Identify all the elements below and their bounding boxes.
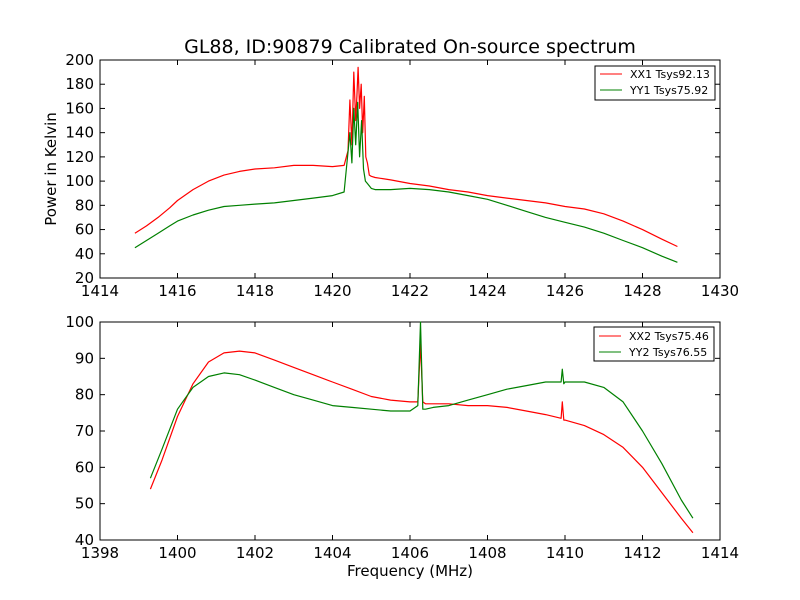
bottom-y-tick-label: 90 — [75, 349, 94, 367]
bottom-y-tick-label: 100 — [65, 313, 94, 331]
top-y-tick-label: 40 — [75, 245, 94, 263]
top-y-tick-label: 60 — [75, 221, 94, 239]
bottom-x-tick-label: 1410 — [546, 544, 584, 562]
bottom-y-tick-label: 50 — [75, 495, 94, 513]
top-x-tick-label: 1420 — [313, 282, 351, 300]
bottom-x-axis-label: Frequency (MHz) — [347, 562, 473, 580]
bottom-x-tick-label: 1408 — [468, 544, 506, 562]
top-y-tick-label: 80 — [75, 196, 94, 214]
top-y-ticks: 20 40 60 80 100 120 140 160 180 200 — [65, 51, 720, 287]
top-x-tick-label: 1426 — [546, 282, 584, 300]
bottom-series-line-xx — [149, 343, 694, 534]
top-x-tick-label: 1430 — [701, 282, 739, 300]
legend-label-yy1: YY1 Tsys75.92 — [629, 84, 708, 97]
top-series-lines — [134, 66, 678, 263]
bottom-legend-box — [593, 326, 715, 362]
top-y-tick-label: 160 — [65, 99, 94, 117]
legend-label-xx2: XX2 Tsys75.46 — [629, 330, 709, 343]
bottom-y-tick-label: 40 — [75, 531, 94, 549]
top-x-ticks: 1414 1416 1418 1420 1422 1424 1426 1428 1430 — [81, 60, 739, 300]
top-series-line-xx — [134, 66, 678, 248]
bottom-x-tick-label: 1404 — [313, 544, 351, 562]
top-y-tick-label: 100 — [65, 172, 94, 190]
top-x-tick-label: 1414 — [81, 282, 119, 300]
top-x-tick-label: 1422 — [391, 282, 429, 300]
bottom-x-tick-label: 1414 — [701, 544, 739, 562]
bottom-y-tick-label: 70 — [75, 422, 94, 440]
top-legend: XX1 Tsys92.13 YY1 Tsys75.92 — [594, 65, 716, 101]
chart-title: GL88, ID:90879 Calibrated On-source spec… — [184, 36, 636, 58]
bottom-x-tick-label: 1406 — [391, 544, 429, 562]
bottom-x-tick-label: 1412 — [623, 544, 661, 562]
top-y-tick-label: 20 — [75, 269, 94, 287]
bottom-y-ticks: 40 50 60 70 80 90 100 — [65, 313, 720, 549]
bottom-series-line-yy — [149, 321, 694, 519]
top-series-line-yy — [134, 101, 678, 263]
top-y-axis-label: Power in Kelvin — [42, 112, 60, 226]
bottom-x-tick-label: 1400 — [158, 544, 196, 562]
top-x-tick-label: 1424 — [468, 282, 506, 300]
bottom-x-tick-label: 1402 — [236, 544, 274, 562]
top-x-tick-label: 1428 — [623, 282, 661, 300]
bottom-y-tick-label: 60 — [75, 458, 94, 476]
top-x-tick-label: 1416 — [158, 282, 196, 300]
top-y-tick-label: 180 — [65, 75, 94, 93]
bottom-series-lines — [149, 321, 694, 534]
bottom-spectrum-plot: 1398 1400 1402 1404 1406 1408 1410 1412 1414 40 5… — [65, 313, 739, 580]
top-legend-box — [594, 65, 716, 101]
top-y-tick-label: 120 — [65, 148, 94, 166]
top-spectrum-plot: 1414 1416 1418 1420 1422 1424 1426 1428 1430 20 4… — [42, 51, 739, 300]
bottom-legend: XX2 Tsys75.46 YY2 Tsys76.55 — [593, 326, 715, 362]
bottom-x-ticks: 1398 1400 1402 1404 1406 1408 1410 1412 1414 — [81, 322, 739, 562]
top-y-tick-label: 140 — [65, 124, 94, 142]
bottom-y-tick-label: 80 — [75, 386, 94, 404]
legend-label-yy2: YY2 Tsys76.55 — [628, 346, 707, 359]
bottom-x-tick-label: 1398 — [81, 544, 119, 562]
top-x-tick-label: 1418 — [236, 282, 274, 300]
legend-label-xx1: XX1 Tsys92.13 — [630, 68, 710, 81]
top-y-tick-label: 200 — [65, 51, 94, 69]
